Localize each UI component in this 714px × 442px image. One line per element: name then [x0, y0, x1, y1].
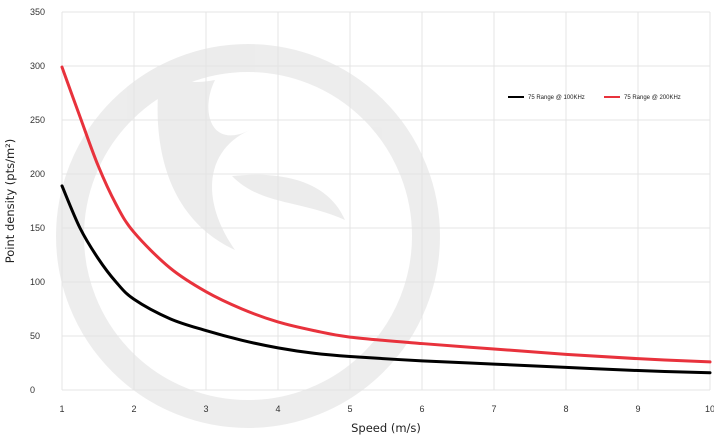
- x-tick-label: 2: [131, 404, 136, 414]
- series-line-1: [60, 65, 712, 364]
- y-axis-ticks: 0 50 100 150 200 250 300 350: [30, 7, 45, 395]
- grid: [61, 11, 711, 391]
- y-tick-label: 150: [30, 223, 45, 233]
- series-layer: [60, 65, 712, 375]
- y-tick-label: 50: [30, 331, 40, 341]
- x-tick-label: 10: [705, 404, 714, 414]
- legend: 75 Range @ 100KHz 75 Range @ 200KHz: [508, 95, 681, 101]
- x-axis-ticks: 1 2 3 4 5 6 7 8 9 10: [59, 404, 714, 414]
- x-tick-label: 6: [419, 404, 424, 414]
- watermark-logo: [56, 44, 440, 428]
- x-axis-title: Speed (m/s): [351, 421, 421, 435]
- x-tick-label: 4: [275, 404, 280, 414]
- x-tick-label: 9: [635, 404, 640, 414]
- y-tick-label: 200: [30, 169, 45, 179]
- y-axis-title: Point density (pts/m²): [3, 139, 17, 264]
- legend-item: 75 Range @ 100KHz: [508, 95, 585, 101]
- y-tick-label: 100: [30, 277, 45, 287]
- legend-label: 75 Range @ 200KHz: [624, 95, 681, 101]
- legend-label: 75 Range @ 100KHz: [528, 95, 585, 101]
- y-tick-label: 300: [30, 61, 45, 71]
- y-tick-label: 350: [30, 7, 45, 17]
- y-tick-label: 250: [30, 115, 45, 125]
- x-tick-label: 7: [491, 404, 496, 414]
- legend-item: 75 Range @ 200KHz: [604, 95, 681, 101]
- y-tick-label: 0: [30, 385, 35, 395]
- x-tick-label: 1: [59, 404, 64, 414]
- series-line-0: [60, 184, 712, 375]
- x-tick-label: 8: [563, 404, 568, 414]
- x-tick-label: 5: [347, 404, 352, 414]
- x-tick-label: 3: [203, 404, 208, 414]
